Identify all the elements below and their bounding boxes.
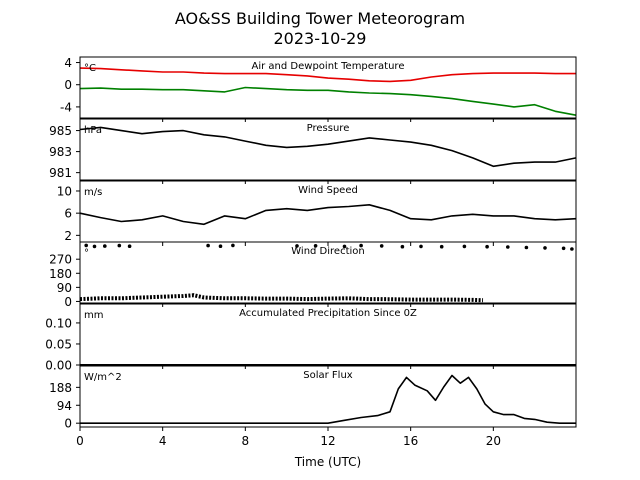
panel-title: Wind Speed (298, 185, 358, 196)
series-line-1-0 (79, 126, 577, 168)
x-tick-label: 20 (486, 434, 501, 448)
wind-direction-low-band (79, 293, 484, 303)
x-tick-label: 8 (242, 434, 250, 448)
y-tick-label: 0 (64, 417, 72, 431)
y-tick-label: 4 (64, 56, 72, 70)
wind-direction-point (103, 244, 107, 248)
wind-direction-point (313, 244, 318, 248)
panel-unit-label: mm (84, 310, 103, 321)
y-tick-label: 188 (49, 381, 72, 395)
panel-0: 4 0 -4 °C Air and Dewpoint Temperature (60, 56, 577, 122)
y-tick-label: 0.10 (45, 316, 72, 330)
wind-direction-point (231, 243, 235, 248)
figure-title-line1: AO&SS Building Tower Meteorogram (175, 9, 465, 28)
y-tick-label: 2 (64, 229, 72, 243)
y-tick-label: 6 (64, 207, 72, 221)
y-tick-label: 0.00 (45, 359, 72, 373)
x-tick-label: 0 (76, 434, 84, 448)
x-tick-label: 16 (403, 434, 418, 448)
wind-direction-point (485, 244, 489, 249)
y-tick-label: 0 (64, 295, 72, 309)
panel-4: 0.10 0.05 0.00 mm Accumulated Precipitation … (45, 303, 577, 373)
x-tick-label: 12 (320, 434, 335, 448)
wind-direction-point (419, 244, 423, 249)
wind-direction-point (506, 245, 510, 249)
x-axis: 0 4 8 12 16 20 (76, 434, 501, 448)
series-line-2-0 (79, 204, 577, 226)
panel-title: Solar Flux (303, 370, 353, 381)
panel-title: Air and Dewpoint Temperature (252, 61, 405, 72)
series-line-0-0 (79, 67, 576, 83)
y-tick-label: 985 (49, 124, 72, 138)
y-tick-label: 94 (57, 399, 72, 413)
y-tick-label: 180 (49, 267, 72, 281)
wind-direction-point (400, 244, 405, 249)
wind-direction-point (543, 246, 547, 250)
x-axis-label: Time (UTC) (294, 455, 361, 469)
wind-direction-point (117, 243, 122, 248)
y-tick-label: 10 (57, 184, 72, 198)
wind-direction-point (561, 246, 566, 251)
panel-unit-label: W/m^2 (84, 372, 122, 383)
wind-direction-point (359, 243, 363, 248)
panel-2: 10 6 2 m/s Wind Speed (57, 180, 577, 246)
y-tick-label: -4 (60, 100, 72, 114)
y-tick-label: 90 (57, 281, 72, 295)
panel-group: 4 0 -4 °C Air and Dewpoint Temperature 985 983… (45, 56, 577, 431)
wind-direction-point (218, 244, 223, 248)
wind-direction-point (379, 244, 384, 248)
panel-1: 985 983 981 hPa Pressure (49, 118, 577, 184)
panel-title: Accumulated Precipitation Since 0Z (239, 308, 417, 319)
wind-direction-point (342, 244, 347, 249)
wind-direction-point (524, 245, 529, 250)
wind-direction-point (570, 247, 574, 251)
panel-title: Wind Direction (291, 246, 365, 257)
wind-direction-point (84, 243, 88, 248)
wind-direction-point (439, 244, 444, 249)
panel-unit-label: °C (84, 63, 96, 74)
series-line-0-1 (79, 86, 577, 116)
wind-direction-point (462, 244, 467, 249)
y-tick-label: 981 (49, 166, 72, 180)
panel-5: 188 94 0 W/m^2 Solar Flux (49, 365, 577, 431)
wind-direction-point (206, 243, 210, 248)
y-tick-label: 270 (49, 253, 72, 267)
wind-direction-point (127, 244, 132, 248)
panel-title: Pressure (307, 123, 350, 134)
y-tick-label: 983 (49, 145, 72, 159)
figure-title-line2: 2023-10-29 (274, 29, 367, 48)
y-tick-label: 0 (64, 78, 72, 92)
panel-unit-label: m/s (84, 187, 102, 198)
series-line-5-0 (80, 374, 576, 425)
panel-unit-label: hPa (84, 125, 102, 136)
wind-direction-point (295, 244, 299, 248)
panel-unit-label: ° (84, 248, 89, 259)
x-tick-label: 4 (159, 434, 167, 448)
wind-direction-point (92, 244, 97, 249)
y-tick-label: 0.05 (45, 337, 72, 351)
